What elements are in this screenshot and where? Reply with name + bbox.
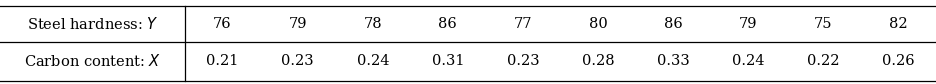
Text: 78: 78 (363, 17, 382, 31)
Text: 86: 86 (664, 17, 682, 31)
Text: 0.24: 0.24 (732, 54, 765, 68)
Text: 0.26: 0.26 (882, 54, 914, 68)
Text: 0.28: 0.28 (582, 54, 614, 68)
Text: 86: 86 (438, 17, 457, 31)
Text: 0.31: 0.31 (431, 54, 464, 68)
Text: 0.22: 0.22 (807, 54, 840, 68)
Text: 77: 77 (514, 17, 533, 31)
Text: 0.24: 0.24 (357, 54, 389, 68)
Text: 79: 79 (739, 17, 757, 31)
Text: 75: 75 (814, 17, 833, 31)
Text: 82: 82 (889, 17, 908, 31)
Text: Steel hardness: $Y$: Steel hardness: $Y$ (27, 16, 158, 32)
Text: 80: 80 (589, 17, 607, 31)
Text: 0.23: 0.23 (282, 54, 314, 68)
Text: 0.23: 0.23 (506, 54, 539, 68)
Text: 0.21: 0.21 (206, 54, 239, 68)
Text: 79: 79 (288, 17, 307, 31)
Text: 76: 76 (213, 17, 232, 31)
Text: 0.33: 0.33 (657, 54, 690, 68)
Text: Carbon content: $X$: Carbon content: $X$ (24, 53, 161, 69)
